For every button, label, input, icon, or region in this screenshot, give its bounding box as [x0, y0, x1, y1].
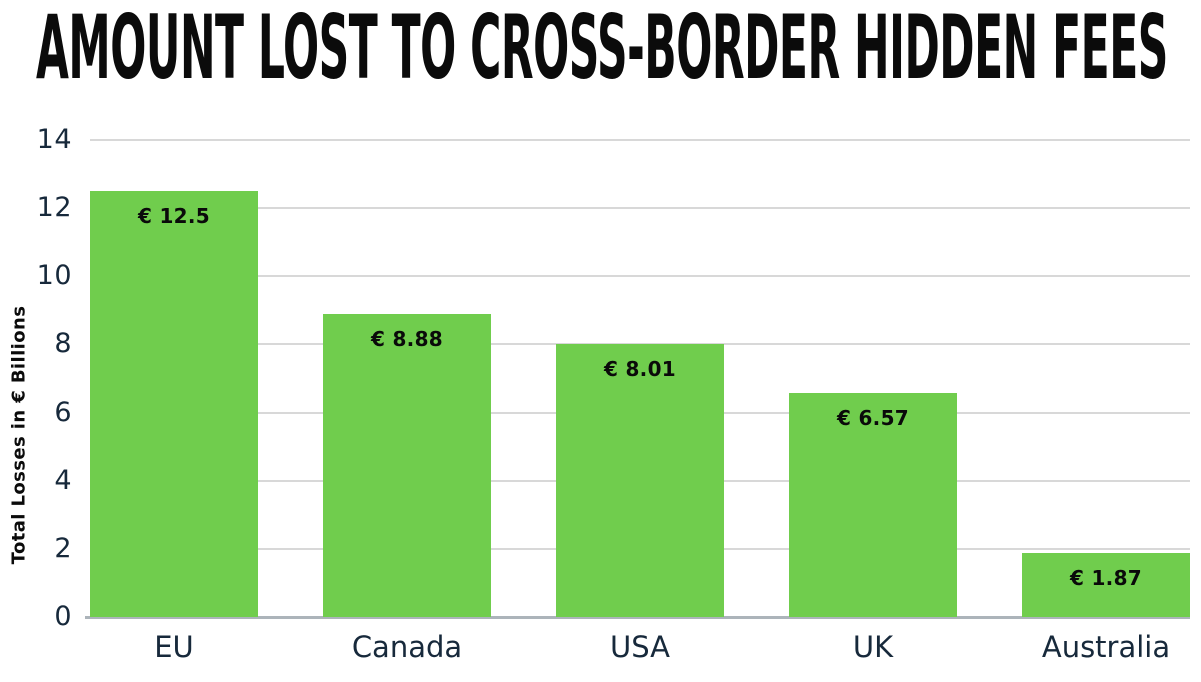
chart-title: AMOUNT LOST TO CROSS-BORDER HIDDEN FEES — [36, 0, 1168, 99]
bar-value-label-australia: € 1.87 — [1069, 566, 1143, 591]
bar-value-label-eu: € 12.5 — [137, 204, 211, 229]
y-tick-label-0: 0 — [54, 601, 72, 632]
x-axis-label-uk: UK — [852, 630, 894, 664]
x-axis-label-canada: Canada — [351, 630, 463, 664]
bar-eu: € 12.5 — [90, 191, 258, 617]
gridline-y-14 — [90, 139, 1190, 141]
x-axis-label-australia: Australia — [1041, 630, 1171, 664]
x-axis-baseline — [85, 616, 1190, 619]
y-tick-label-4: 4 — [54, 464, 72, 496]
bar-australia: € 1.87 — [1022, 553, 1190, 617]
y-tick-label-8: 8 — [54, 328, 72, 360]
x-axis-label-eu: EU — [154, 630, 194, 664]
y-tick-label-14: 14 — [36, 124, 72, 155]
gridline-y-12 — [90, 207, 1190, 210]
y-tick-label-2: 2 — [54, 532, 72, 564]
bar-uk: € 6.57 — [789, 393, 957, 617]
bar-canada: € 8.88 — [323, 314, 491, 617]
bar-value-label-usa: € 8.01 — [603, 357, 677, 382]
y-tick-label-10: 10 — [36, 260, 72, 292]
gridline-y-10 — [90, 275, 1190, 278]
y-tick-label-6: 6 — [54, 396, 72, 428]
bar-usa: € 8.01 — [556, 344, 724, 617]
x-axis-label-usa: USA — [609, 630, 670, 664]
bar-value-label-canada: € 8.88 — [370, 327, 444, 352]
bar-value-label-uk: € 6.57 — [836, 406, 910, 431]
y-tick-label-12: 12 — [36, 192, 72, 224]
